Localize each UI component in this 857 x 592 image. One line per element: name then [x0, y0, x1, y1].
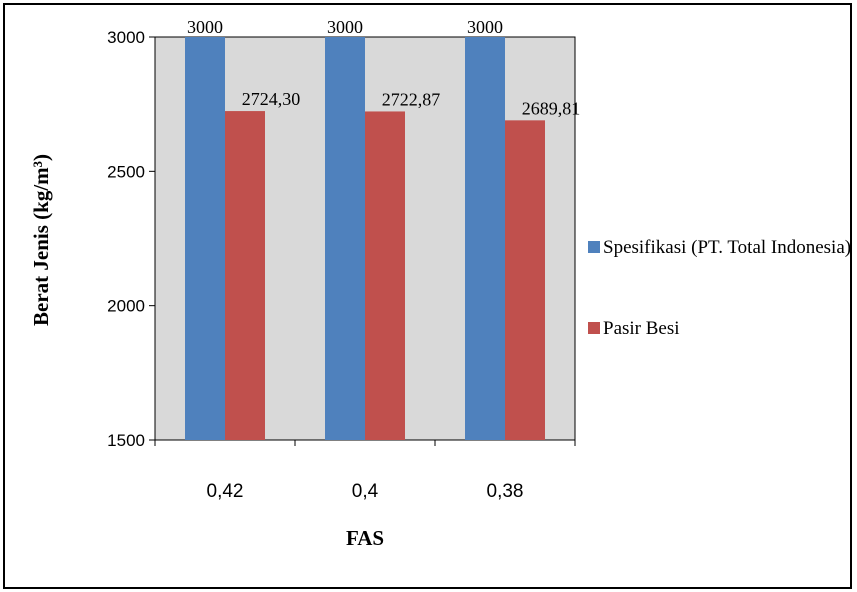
- x-tick-label: 0,38: [487, 481, 524, 502]
- y-axis-title: Berat Jenis (kg/m³): [29, 154, 53, 326]
- y-tick-label: 1500: [107, 431, 145, 450]
- data-label: 3000: [467, 17, 503, 37]
- x-axis: 0,42 0,4 0,38: [154, 440, 576, 502]
- legend-label-spesifikasi: Spesifikasi (PT. Total Indonesia): [603, 237, 852, 258]
- y-tick-label: 2000: [107, 297, 145, 316]
- bar-pasir-besi: [505, 120, 545, 441]
- data-label: 2722,87: [382, 89, 441, 109]
- bars: [185, 37, 545, 441]
- y-tick-label: 2500: [107, 162, 145, 181]
- bar-spesifikasi: [325, 37, 365, 440]
- x-tick-label: 0,4: [352, 481, 379, 502]
- bar-spesifikasi: [465, 37, 505, 440]
- data-label: 2724,30: [242, 89, 301, 109]
- bar-spesifikasi: [185, 37, 225, 440]
- y-tick-label: 3000: [107, 28, 145, 47]
- bar-pasir-besi: [225, 111, 265, 440]
- legend-swatch-pasir-besi: [588, 322, 600, 334]
- x-axis-title: FAS: [346, 526, 384, 550]
- legend-swatch-spesifikasi: [588, 241, 600, 253]
- x-tick-label: 0,42: [207, 481, 244, 502]
- data-labels: 3000 2724,30 3000 2722,87 3000 2689,81: [187, 17, 580, 118]
- data-label: 3000: [187, 17, 223, 37]
- data-label: 2689,81: [522, 98, 581, 118]
- y-axis: 1500 2000 2500 3000: [107, 28, 155, 450]
- bar-pasir-besi: [365, 111, 405, 440]
- data-label: 3000: [327, 17, 363, 37]
- legend-label-pasir-besi: Pasir Besi: [603, 318, 680, 339]
